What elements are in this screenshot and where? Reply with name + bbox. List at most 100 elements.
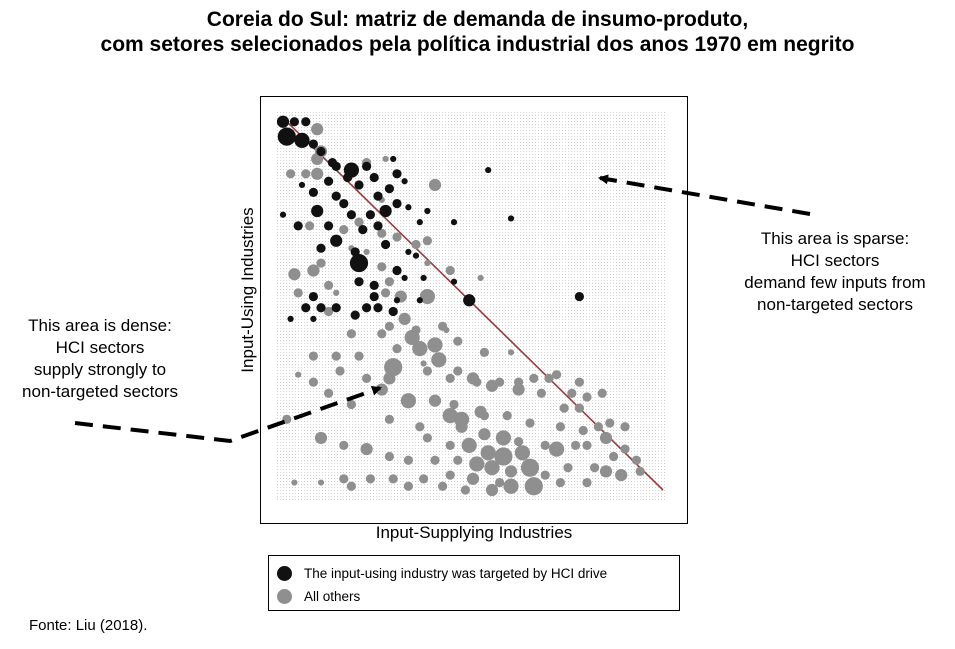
point-targeted	[289, 117, 299, 127]
point-other	[590, 463, 600, 473]
point-other	[360, 442, 373, 456]
point-other	[411, 239, 421, 250]
point-other	[478, 428, 491, 441]
point-other	[635, 466, 645, 476]
arrow-dense	[74, 385, 382, 444]
point-other	[388, 474, 398, 484]
point-targeted	[507, 215, 515, 222]
point-other	[339, 440, 349, 450]
point-targeted	[405, 204, 412, 211]
point-other	[495, 430, 511, 446]
point-other	[324, 388, 334, 398]
point-targeted	[392, 169, 402, 179]
point-other	[567, 388, 577, 398]
chart-legend: The input-using industry was targeted by…	[268, 555, 680, 611]
point-other	[422, 433, 432, 443]
point-other	[308, 377, 318, 387]
point-other	[445, 373, 455, 383]
point-targeted	[294, 132, 310, 148]
point-targeted	[358, 225, 368, 235]
point-other	[445, 440, 455, 450]
point-other	[392, 232, 402, 242]
point-other	[288, 268, 301, 281]
point-targeted	[324, 176, 334, 186]
point-targeted	[287, 315, 294, 322]
point-other	[593, 422, 604, 432]
arrow-sparse	[598, 174, 811, 216]
point-other	[295, 371, 302, 378]
point-targeted	[373, 303, 383, 313]
point-other	[384, 358, 403, 377]
point-other	[398, 312, 411, 325]
point-targeted	[316, 303, 326, 313]
point-targeted	[331, 303, 341, 313]
point-targeted	[331, 161, 341, 171]
annotation-sparse-line: demand few inputs from	[744, 273, 926, 292]
point-targeted	[308, 291, 318, 302]
point-targeted	[369, 280, 379, 290]
point-other	[555, 422, 566, 432]
annotation-dense-line: HCI sectors	[55, 338, 145, 357]
point-targeted	[381, 239, 391, 250]
point-other	[574, 403, 585, 413]
point-other	[480, 445, 496, 461]
point-other	[485, 379, 499, 392]
point-other	[599, 431, 613, 445]
point-other	[479, 411, 489, 421]
point-other	[384, 277, 394, 287]
point-targeted	[384, 184, 394, 194]
point-other	[620, 422, 630, 432]
legend-label-targeted: The input-using industry was targeted by…	[304, 565, 608, 581]
point-other	[400, 393, 416, 409]
point-other	[555, 477, 566, 488]
point-other	[419, 474, 429, 484]
point-other	[520, 458, 540, 477]
point-other	[422, 366, 432, 376]
annotation-sparse: This area is sparse: HCI sectors demand …	[715, 228, 955, 316]
point-targeted	[450, 278, 458, 285]
point-other	[559, 403, 569, 413]
point-other	[335, 366, 345, 376]
point-other	[449, 399, 459, 410]
point-other	[311, 167, 324, 180]
point-other	[442, 408, 458, 424]
y-axis-label: Input-Using Industries	[238, 207, 257, 373]
point-other	[582, 440, 592, 450]
point-other	[582, 392, 592, 402]
point-targeted	[354, 180, 364, 190]
point-other	[431, 352, 447, 368]
point-other	[317, 479, 325, 486]
point-targeted	[279, 211, 287, 218]
annotation-sparse-line: non-targeted sectors	[757, 295, 913, 314]
point-other	[525, 418, 535, 428]
point-targeted	[276, 115, 290, 128]
point-other	[445, 470, 455, 480]
point-targeted	[424, 207, 431, 215]
point-targeted	[311, 204, 324, 218]
point-other	[582, 477, 592, 488]
point-targeted	[393, 297, 401, 304]
point-other	[403, 455, 413, 465]
point-other	[419, 288, 435, 305]
annotation-dense: This area is dense: HCI sectors supply s…	[0, 315, 200, 403]
point-other	[631, 455, 642, 465]
point-other	[503, 478, 519, 494]
point-other	[544, 373, 554, 383]
point-other	[514, 445, 531, 461]
point-other	[453, 336, 463, 346]
point-other	[412, 341, 428, 357]
annotation-dense-line: non-targeted sectors	[22, 382, 178, 401]
point-targeted	[362, 161, 372, 171]
point-targeted	[316, 243, 326, 253]
point-other	[466, 372, 480, 385]
point-other	[308, 351, 318, 361]
point-other	[331, 351, 341, 361]
point-targeted	[388, 306, 398, 317]
point-other	[563, 463, 573, 473]
point-other	[438, 481, 448, 491]
point-other	[578, 425, 588, 436]
point-other	[339, 474, 349, 484]
point-other	[346, 481, 356, 491]
point-targeted	[463, 294, 476, 307]
point-other	[445, 265, 455, 276]
